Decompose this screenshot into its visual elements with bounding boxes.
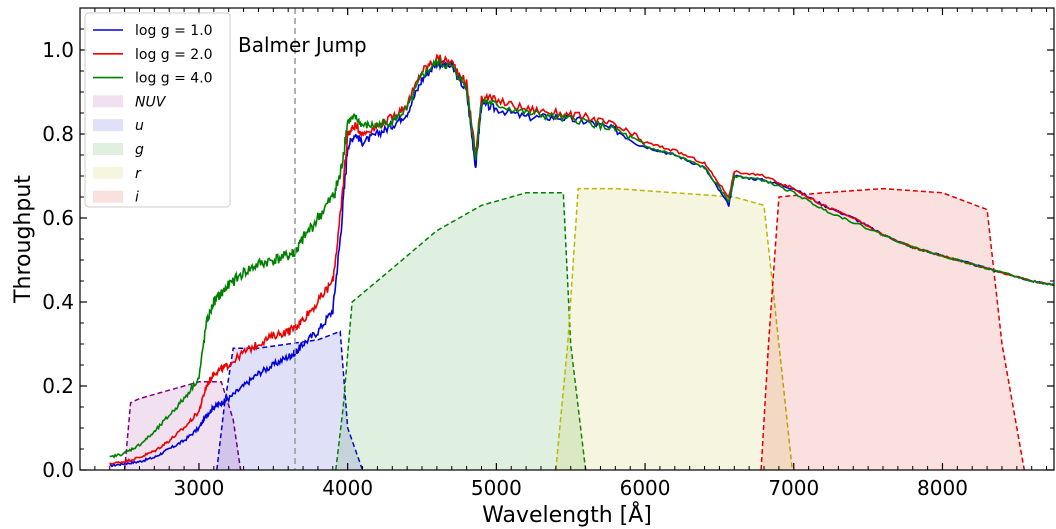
y-tick-label: 0.0 xyxy=(42,458,74,482)
axis-ticks: 3000 4000 5000 6000 7000 8000 0.0 0.2 0.4 0.6 0.8 1… xyxy=(42,8,1054,500)
y-tick-label: 1.0 xyxy=(42,38,74,62)
x-tick-label: 5000 xyxy=(471,476,522,500)
legend-swatch-band xyxy=(93,143,123,155)
x-axis-title: Wavelength [Å] xyxy=(482,501,652,528)
x-tick-label: 8000 xyxy=(917,476,968,500)
band-fill-nuv xyxy=(124,381,241,470)
legend-entry-label: i xyxy=(135,190,139,206)
y-tick-label: 0.6 xyxy=(42,206,74,230)
legend-swatch-band xyxy=(93,190,123,203)
y-tick-label: 0.8 xyxy=(42,122,74,146)
band-outline-i xyxy=(760,187,1026,471)
legend-swatch-band xyxy=(93,119,123,132)
band-outline-r xyxy=(555,187,794,471)
balmer-jump-label: Balmer Jump xyxy=(238,33,367,57)
series-line-3 xyxy=(109,56,1054,459)
x-tick-label: 7000 xyxy=(768,476,819,500)
legend-entry-label: u xyxy=(135,118,144,134)
band-fill-g xyxy=(335,192,586,471)
band-fill-r xyxy=(555,188,793,470)
legend-box xyxy=(84,12,231,208)
band-outline-g xyxy=(335,192,587,471)
legend-entry-label: r xyxy=(135,166,142,182)
spectra-lines xyxy=(109,53,1055,468)
legend-swatch-band xyxy=(93,166,123,179)
x-tick-label: 6000 xyxy=(620,476,671,500)
x-tick-label: 3000 xyxy=(174,476,225,500)
band-outline-nuv xyxy=(123,381,242,471)
y-tick-label: 0.4 xyxy=(42,290,74,314)
legend-entry-label: log g = 1.0 xyxy=(135,23,213,39)
balmer-jump-annotation: Balmer Jump xyxy=(238,8,367,470)
band-fill-u xyxy=(216,331,363,470)
legend-entry-label: log g = 2.0 xyxy=(135,47,213,63)
y-axis-title: Throughput xyxy=(11,175,36,304)
legend-swatch-band xyxy=(93,95,123,108)
x-tick-label: 4000 xyxy=(322,476,373,500)
legend-entry-label: log g = 4.0 xyxy=(135,71,213,87)
band-fill-i xyxy=(761,188,1025,470)
filter-bands xyxy=(123,187,1026,471)
legend-entry-label: NUV xyxy=(135,94,167,110)
band-outline-u xyxy=(216,330,364,471)
legend-entry-label: g xyxy=(135,142,144,158)
y-tick-label: 0.2 xyxy=(42,374,74,398)
